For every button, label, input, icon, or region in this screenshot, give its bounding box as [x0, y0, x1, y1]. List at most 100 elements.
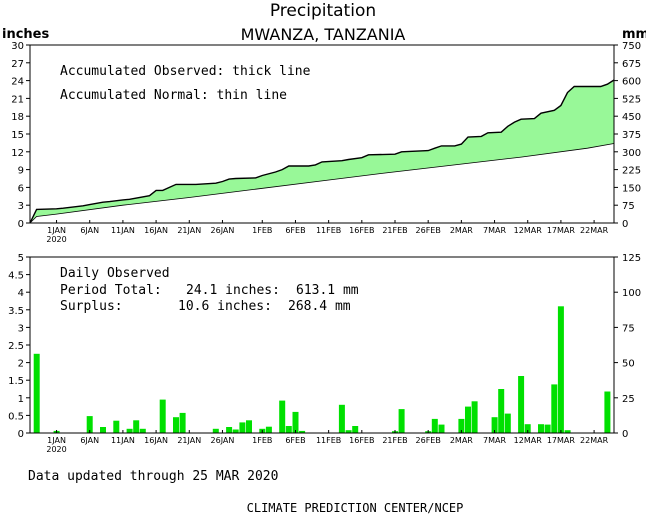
- y2-tick-label: 525: [622, 94, 641, 105]
- x-tick-label: 26FEB: [416, 436, 441, 445]
- x-tick-label: 12MAR: [514, 226, 543, 235]
- y-tick-label: 5: [18, 253, 24, 264]
- daily-bar: [604, 391, 611, 433]
- daily-bar: [504, 413, 511, 433]
- daily-bar: [179, 412, 186, 433]
- data-updated-note: Data updated through 25 MAR 2020: [28, 469, 278, 484]
- y-tick-label: 0: [18, 219, 24, 230]
- x-tick-label: 26JAN: [211, 436, 235, 445]
- daily-bar: [239, 422, 246, 433]
- x-year-label: 2020: [46, 445, 66, 454]
- y2-tick-label: 150: [622, 183, 641, 194]
- y2-tick-label: 675: [622, 59, 641, 70]
- daily-bar: [246, 420, 252, 433]
- y-tick-label: 3.5: [8, 306, 24, 317]
- y2-tick-label: 50: [622, 359, 635, 370]
- daily-bar: [173, 417, 179, 433]
- y-tick-label: 27: [11, 59, 24, 70]
- daily-bar: [465, 406, 471, 433]
- x-tick-label: 16FEB: [349, 226, 374, 235]
- legend-normal: Accumulated Normal: thin line: [60, 88, 287, 103]
- y-tick-label: 24: [11, 77, 24, 88]
- daily-bar: [438, 424, 445, 433]
- y-tick-label: 2: [18, 359, 24, 370]
- y-tick-label: 0.5: [8, 411, 24, 422]
- x-tick-label: 21FEB: [382, 436, 407, 445]
- period-total-inches: 24.1 inches:: [186, 283, 280, 298]
- daily-bar: [551, 384, 558, 433]
- y-tick-label: 2.5: [8, 341, 24, 352]
- y2-tick-label: 225: [622, 166, 641, 177]
- x-tick-label: 7MAR: [483, 226, 506, 235]
- x-tick-label: 12MAR: [514, 436, 543, 445]
- daily-bar: [345, 430, 352, 433]
- x-tick-label: 1FEB: [252, 436, 272, 445]
- x-tick-label: 26JAN: [211, 226, 235, 235]
- y2-tick-label: 450: [622, 112, 641, 123]
- legend-observed: Accumulated Observed: thick line: [60, 64, 311, 79]
- surplus-area: [30, 80, 614, 223]
- daily-bar: [524, 424, 531, 433]
- daily-bar: [292, 411, 299, 433]
- daily-bar: [86, 416, 93, 433]
- daily-bar: [33, 353, 40, 433]
- left-unit-label: inches: [2, 27, 49, 42]
- x-tick-label: 21JAN: [177, 436, 201, 445]
- y-tick-label: 6: [18, 183, 24, 194]
- chart-subtitle: MWANZA, TANZANIA: [241, 25, 406, 44]
- chart-title: Precipitation: [270, 1, 376, 21]
- daily-bar: [212, 428, 219, 433]
- y-tick-label: 1: [18, 394, 24, 405]
- y-tick-label: 0: [18, 429, 24, 440]
- daily-bar: [471, 401, 478, 433]
- x-tick-label: 11FEB: [316, 436, 341, 445]
- y2-tick-label: 75: [622, 323, 635, 334]
- x-tick-label: 17MAR: [547, 436, 576, 445]
- x-tick-label: 22MAR: [580, 226, 609, 235]
- x-tick-label: 16JAN: [144, 226, 168, 235]
- y-tick-label: 21: [11, 94, 24, 105]
- daily-bar: [491, 417, 498, 433]
- daily-bar: [431, 418, 438, 433]
- period-total-label: Period Total:: [60, 283, 162, 298]
- surplus-inches: 10.6 inches:: [178, 299, 272, 314]
- x-tick-label: 16JAN: [144, 436, 168, 445]
- daily-bar: [544, 424, 551, 433]
- x-tick-label: 6FEB: [285, 226, 305, 235]
- daily-bar: [557, 306, 564, 433]
- x-tick-label: 1JAN: [47, 436, 66, 445]
- x-tick-label: 11JAN: [111, 226, 135, 235]
- normal-line: [29, 143, 615, 224]
- x-tick-label: 6FEB: [285, 436, 305, 445]
- y-tick-label: 30: [11, 41, 24, 52]
- legend-daily: Daily Observed: [60, 266, 170, 281]
- daily-bar: [139, 428, 146, 433]
- x-tick-label: 2MAR: [450, 226, 473, 235]
- y-tick-label: 3: [18, 201, 24, 212]
- daily-bar: [285, 426, 292, 433]
- daily-bar: [352, 426, 359, 433]
- x-tick-label: 21FEB: [382, 226, 407, 235]
- x-tick-label: 21JAN: [177, 226, 201, 235]
- surplus-label: Surplus:: [60, 299, 123, 314]
- y2-tick-label: 75: [622, 201, 635, 212]
- y2-tick-label: 125: [622, 253, 641, 264]
- x-tick-label: 22MAR: [580, 436, 609, 445]
- daily-bar: [564, 430, 571, 433]
- daily-bar: [232, 429, 239, 433]
- daily-bar: [113, 420, 120, 433]
- daily-bar-layer: [33, 306, 611, 433]
- x-year-label: 2020: [46, 235, 66, 244]
- y2-tick-label: 600: [622, 77, 641, 88]
- y-tick-label: 12: [11, 148, 24, 159]
- x-tick-label: 1JAN: [47, 226, 66, 235]
- surplus-mm: 268.4 mm: [288, 299, 351, 314]
- y-tick-label: 4.5: [8, 271, 24, 282]
- x-tick-label: 6JAN: [80, 226, 99, 235]
- daily-bar: [398, 409, 405, 433]
- y2-tick-label: 0: [622, 219, 628, 230]
- observed-line: [29, 79, 615, 224]
- daily-bar: [265, 426, 272, 433]
